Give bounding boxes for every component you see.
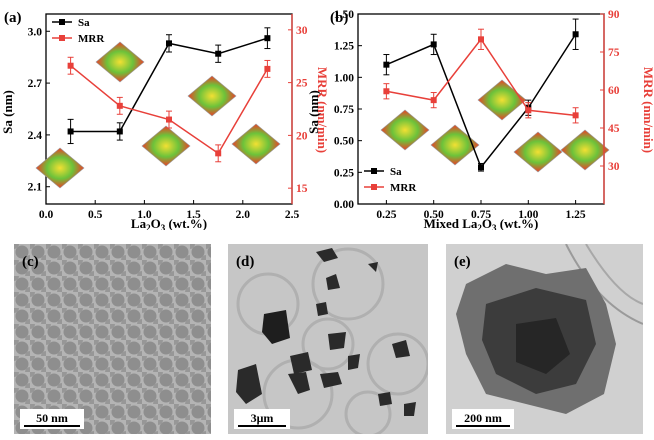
y2-tick-label: 15	[296, 183, 308, 195]
scale-label-c: 50 nm	[36, 411, 68, 425]
y2-tick-label: 90	[608, 9, 620, 21]
y-tick-label: 1.50	[334, 9, 354, 21]
y2-tick-label: 30	[608, 161, 620, 173]
y2-tick-label: 20	[296, 130, 308, 142]
y2-tick-label: 25	[296, 78, 308, 90]
charts-svg: (a) 0.0 0.5 1.0 1.5 2.0 2.5 2.1 2.4 2.7 3.0 15 20 25…	[0, 9, 654, 230]
x-tick-label: 2.5	[285, 209, 300, 221]
tem-texture-d: (d) 3μm	[228, 244, 428, 434]
chart-b-legend-marker-sa	[371, 168, 377, 174]
chart-a-panel-label: (a)	[4, 10, 22, 26]
chart-a-ylabel: Sa (nm)	[0, 90, 15, 134]
chart-b-legend-mrr: MRR	[390, 182, 417, 194]
topography-inset	[141, 125, 191, 167]
chart-b-y2label: MRR (nm/min)	[641, 67, 654, 153]
tem-image-e: (e) 200 nm	[446, 244, 643, 434]
chart-b: (b) 0.25 0.50 0.75 1.00 1.25 0.00 0.25 0.50 0.75…	[306, 9, 654, 230]
scale-label-e: 200 nm	[464, 411, 502, 425]
topography-inset	[560, 129, 610, 171]
topography-inset	[95, 41, 145, 83]
y-tick-label: 3.0	[28, 26, 43, 38]
x-tick-label: 0.25	[376, 209, 396, 221]
chart-a-legend-mrr: MRR	[78, 33, 105, 45]
y-tick-label: 2.4	[28, 130, 43, 142]
x-tick-label: 1.25	[566, 209, 586, 221]
chart-b-legend-marker-mrr	[371, 184, 377, 190]
panel-label-e: (e)	[454, 254, 471, 270]
data-point-sa	[264, 35, 271, 42]
chart-a-legend-marker-mrr	[59, 35, 65, 41]
data-point-mrr	[67, 62, 74, 69]
tem-texture-c: (c) 50 nm	[14, 244, 211, 434]
chart-a-legend-sa: Sa	[78, 17, 90, 29]
chart-b-ylabel: Sa (nm)	[306, 90, 321, 134]
chart-b-panel-label: (b)	[330, 10, 348, 26]
topography-inset	[477, 79, 527, 121]
y2-tick-label: 75	[608, 47, 620, 59]
y2-tick-label: 60	[608, 85, 620, 97]
data-point-mrr	[383, 88, 390, 95]
data-point-sa	[166, 40, 172, 47]
data-point-mrr	[525, 107, 532, 114]
data-point-mrr	[572, 112, 579, 119]
chart-a-legend: Sa MRR	[52, 17, 105, 45]
x-tick-label: 2.0	[236, 209, 251, 221]
y-tick-label: 0.25	[334, 167, 354, 179]
chart-a-xlabel: La2O3 (wt.%)	[131, 216, 207, 230]
data-point-sa	[478, 164, 484, 171]
chart-a-y2label: MRR (nm/min)	[315, 67, 330, 153]
topography-inset	[187, 75, 237, 117]
chart-b-xlabel: Mixed La2O3 (wt.%)	[424, 216, 539, 230]
topography-inset	[380, 109, 430, 151]
data-point-sa	[215, 50, 222, 57]
chart-b-legend: Sa MRR	[364, 166, 417, 194]
y-tick-label: 0.50	[334, 136, 354, 148]
y-tick-label: 0.00	[334, 199, 354, 211]
chart-b-topography-insets	[380, 79, 610, 173]
data-point-mrr	[264, 65, 271, 72]
data-point-sa	[116, 128, 123, 135]
y2-tick-label: 30	[296, 25, 308, 37]
data-point-mrr	[166, 116, 172, 123]
x-tick-label: 0.0	[39, 209, 54, 221]
data-point-sa	[572, 31, 579, 38]
data-point-sa	[430, 41, 437, 48]
y-tick-label: 0.75	[334, 104, 354, 116]
x-tick-label: 1.0	[137, 209, 152, 221]
x-tick-label: 0.5	[88, 209, 103, 221]
chart-a: (a) 0.0 0.5 1.0 1.5 2.0 2.5 2.1 2.4 2.7 3.0 15 20 25…	[0, 10, 330, 230]
chart-a-legend-marker-sa	[59, 19, 65, 25]
panel-label-d: (d)	[236, 254, 254, 270]
data-point-sa	[383, 61, 390, 68]
x-tick-label: 0.75	[471, 209, 491, 221]
tem-image-c: (c) 50 nm	[14, 244, 211, 434]
panel-label-c: (c)	[22, 254, 39, 270]
data-point-mrr	[430, 97, 437, 104]
y-tick-label: 1.25	[334, 41, 354, 53]
chart-b-legend-sa: Sa	[390, 166, 402, 178]
y-tick-label: 1.00	[334, 72, 354, 84]
scale-label-d: 3μm	[251, 411, 274, 425]
data-point-sa	[67, 128, 74, 135]
y2-tick-label: 45	[608, 123, 620, 135]
topography-inset	[35, 147, 85, 189]
data-point-mrr	[116, 102, 123, 109]
x-tick-label: 1.5	[186, 209, 201, 221]
chart-a-topography-insets	[35, 41, 281, 189]
data-point-mrr	[215, 150, 222, 157]
y-tick-label: 2.7	[28, 78, 43, 90]
topography-inset	[231, 123, 281, 165]
tem-texture-e: (e) 200 nm	[446, 244, 643, 434]
y-tick-label: 2.1	[28, 182, 43, 194]
x-tick-label: 1.00	[518, 209, 538, 221]
topography-inset	[513, 131, 563, 173]
data-point-mrr	[478, 36, 484, 43]
x-tick-label: 0.50	[424, 209, 444, 221]
tem-image-d: (d) 3μm	[228, 244, 428, 434]
topography-inset	[430, 124, 480, 166]
